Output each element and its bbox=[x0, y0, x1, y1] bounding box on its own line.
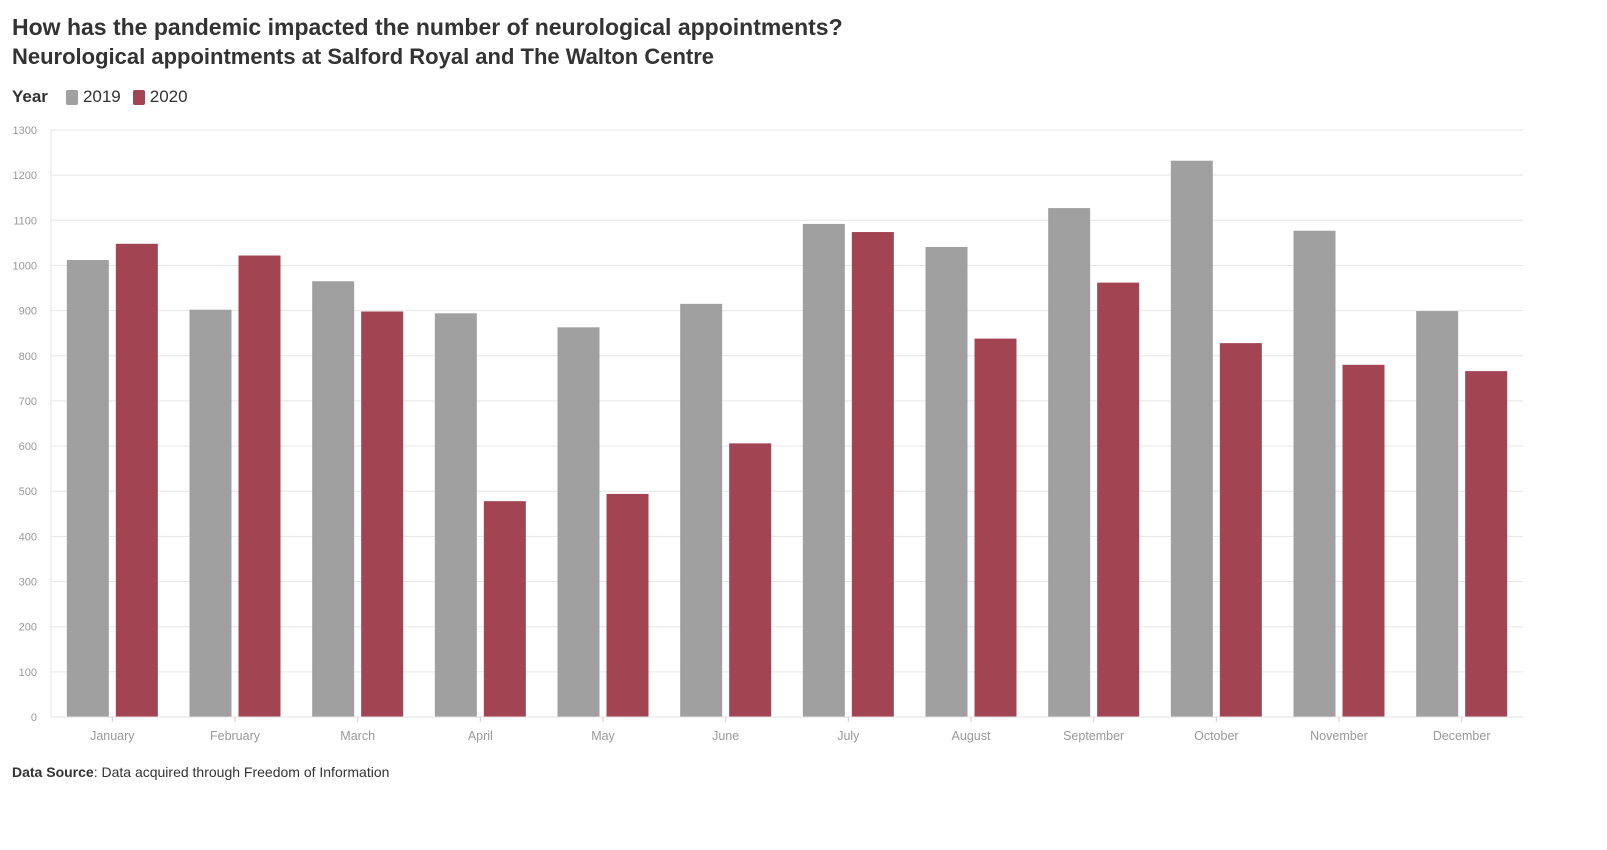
bar-february-2020[interactable] bbox=[238, 255, 281, 717]
bar-january-2019[interactable] bbox=[66, 260, 109, 717]
y-grid bbox=[51, 129, 1523, 718]
chart-legend: Year 2019 2020 bbox=[12, 86, 200, 108]
bar-september-2020[interactable] bbox=[1097, 282, 1140, 717]
x-tick-label: November bbox=[1310, 729, 1368, 743]
legend-swatch-2019 bbox=[65, 89, 78, 105]
legend-item-2020[interactable]: 2020 bbox=[132, 87, 188, 107]
bar-august-2019[interactable] bbox=[925, 246, 968, 717]
x-tick-label: September bbox=[1063, 729, 1124, 743]
y-tick-label: 700 bbox=[19, 396, 37, 408]
bar-october-2020[interactable] bbox=[1219, 343, 1262, 717]
bar-august-2020[interactable] bbox=[974, 338, 1017, 717]
x-tick-label: February bbox=[210, 729, 261, 743]
bar-april-2020[interactable] bbox=[483, 501, 526, 717]
y-tick-label: 1100 bbox=[13, 215, 37, 227]
y-tick-label: 800 bbox=[19, 351, 37, 363]
y-tick-label: 300 bbox=[19, 577, 37, 589]
x-tick-label: December bbox=[1433, 729, 1491, 743]
bar-may-2020[interactable] bbox=[606, 493, 649, 717]
bar-june-2020[interactable] bbox=[729, 443, 772, 717]
chart-title: How has the pandemic impacted the number… bbox=[12, 14, 843, 40]
legend-swatch-2020 bbox=[132, 89, 145, 105]
bar-september-2019[interactable] bbox=[1048, 208, 1091, 717]
bar-january-2020[interactable] bbox=[115, 243, 158, 717]
bar-october-2019[interactable] bbox=[1170, 160, 1213, 718]
x-tick-label: January bbox=[90, 729, 135, 743]
bar-july-2019[interactable] bbox=[802, 223, 845, 718]
source-label: Data Source bbox=[12, 764, 94, 780]
x-tick-label: May bbox=[591, 729, 615, 743]
legend-item-2019[interactable]: 2019 bbox=[65, 87, 121, 107]
bar-july-2020[interactable] bbox=[851, 232, 894, 717]
x-tick-label: March bbox=[340, 729, 375, 743]
bar-may-2019[interactable] bbox=[557, 327, 600, 717]
y-tick-label: 900 bbox=[19, 306, 37, 318]
x-tick-label: October bbox=[1194, 729, 1238, 743]
y-tick-label: 400 bbox=[19, 531, 37, 543]
legend-label-2019: 2019 bbox=[82, 87, 121, 106]
bar-june-2019[interactable] bbox=[680, 303, 723, 717]
y-tick-label: 1000 bbox=[13, 260, 37, 272]
x-tick-label: July bbox=[837, 729, 860, 743]
bar-december-2019[interactable] bbox=[1416, 311, 1459, 717]
y-tick-label: 1300 bbox=[13, 125, 37, 137]
legend-title: Year bbox=[12, 87, 48, 106]
y-tick-label: 500 bbox=[19, 486, 37, 498]
chart-header: How has the pandemic impacted the number… bbox=[12, 12, 1587, 72]
chart-subtitle: Neurological appointments at Salford Roy… bbox=[12, 44, 715, 69]
y-axis: 0 100 200 300 400 500 600 700 800 900 1000 1100 1200… bbox=[13, 125, 37, 724]
y-tick-label: 100 bbox=[19, 667, 37, 679]
y-tick-label: 0 bbox=[31, 712, 37, 724]
source-text: : Data acquired through Freedom of Infor… bbox=[93, 764, 390, 780]
legend-label-2020: 2020 bbox=[149, 87, 188, 106]
bar-chart: 0 100 200 300 400 500 600 700 800 900 1000 1100 1200… bbox=[13, 125, 1523, 743]
y-tick-label: 600 bbox=[19, 441, 37, 453]
y-tick-label: 1200 bbox=[13, 170, 37, 182]
bar-november-2020[interactable] bbox=[1342, 364, 1385, 717]
bar-march-2020[interactable] bbox=[361, 311, 404, 717]
x-tick-label: August bbox=[952, 729, 991, 743]
bar-february-2019[interactable] bbox=[189, 309, 232, 717]
bar-march-2019[interactable] bbox=[312, 281, 355, 717]
x-tick-label: June bbox=[712, 729, 739, 743]
x-axis: January February March April May June July Augu… bbox=[90, 717, 1491, 743]
bar-november-2019[interactable] bbox=[1293, 230, 1336, 718]
y-tick-label: 200 bbox=[19, 622, 37, 634]
bar-december-2020[interactable] bbox=[1465, 371, 1508, 717]
x-tick-label: April bbox=[468, 729, 493, 743]
bars bbox=[66, 160, 1508, 718]
bar-april-2019[interactable] bbox=[434, 313, 477, 717]
chart-footer: Data Source: Data acquired through Freed… bbox=[12, 764, 389, 780]
